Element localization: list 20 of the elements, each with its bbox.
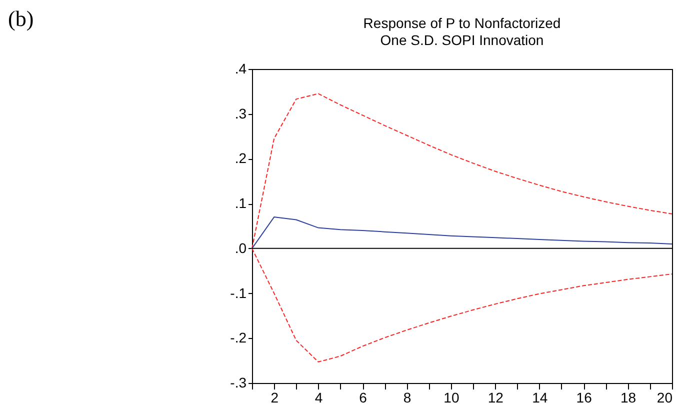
y-tick-label: .2: [234, 150, 247, 166]
y-tick-label: .4: [234, 60, 247, 76]
x-tick-label: 18: [620, 390, 636, 406]
x-tick-label: 10: [444, 390, 460, 406]
x-tick-label: 12: [488, 390, 504, 406]
y-tick-label: .3: [234, 105, 247, 122]
y-tick-label: .1: [234, 195, 247, 212]
x-tick-label: 8: [403, 390, 412, 406]
x-tick-label: 14: [532, 390, 548, 406]
x-tick-label: 20: [656, 390, 673, 406]
text: (b): [8, 6, 34, 32]
y-tick-label: -.3: [230, 374, 247, 390]
y-tick-label: .0: [234, 240, 247, 256]
x-tick-label: 16: [576, 390, 592, 406]
x-tick-label: 6: [359, 390, 368, 406]
x-tick-label: 2: [270, 390, 279, 406]
y-tick-label: -.1: [230, 284, 247, 301]
x-tick-label: 4: [314, 390, 323, 406]
chart-title: Response of P to Nonfactorized One S.D. SOPI Innovation: [363, 15, 561, 48]
y-tick-label: -.2: [230, 330, 247, 346]
